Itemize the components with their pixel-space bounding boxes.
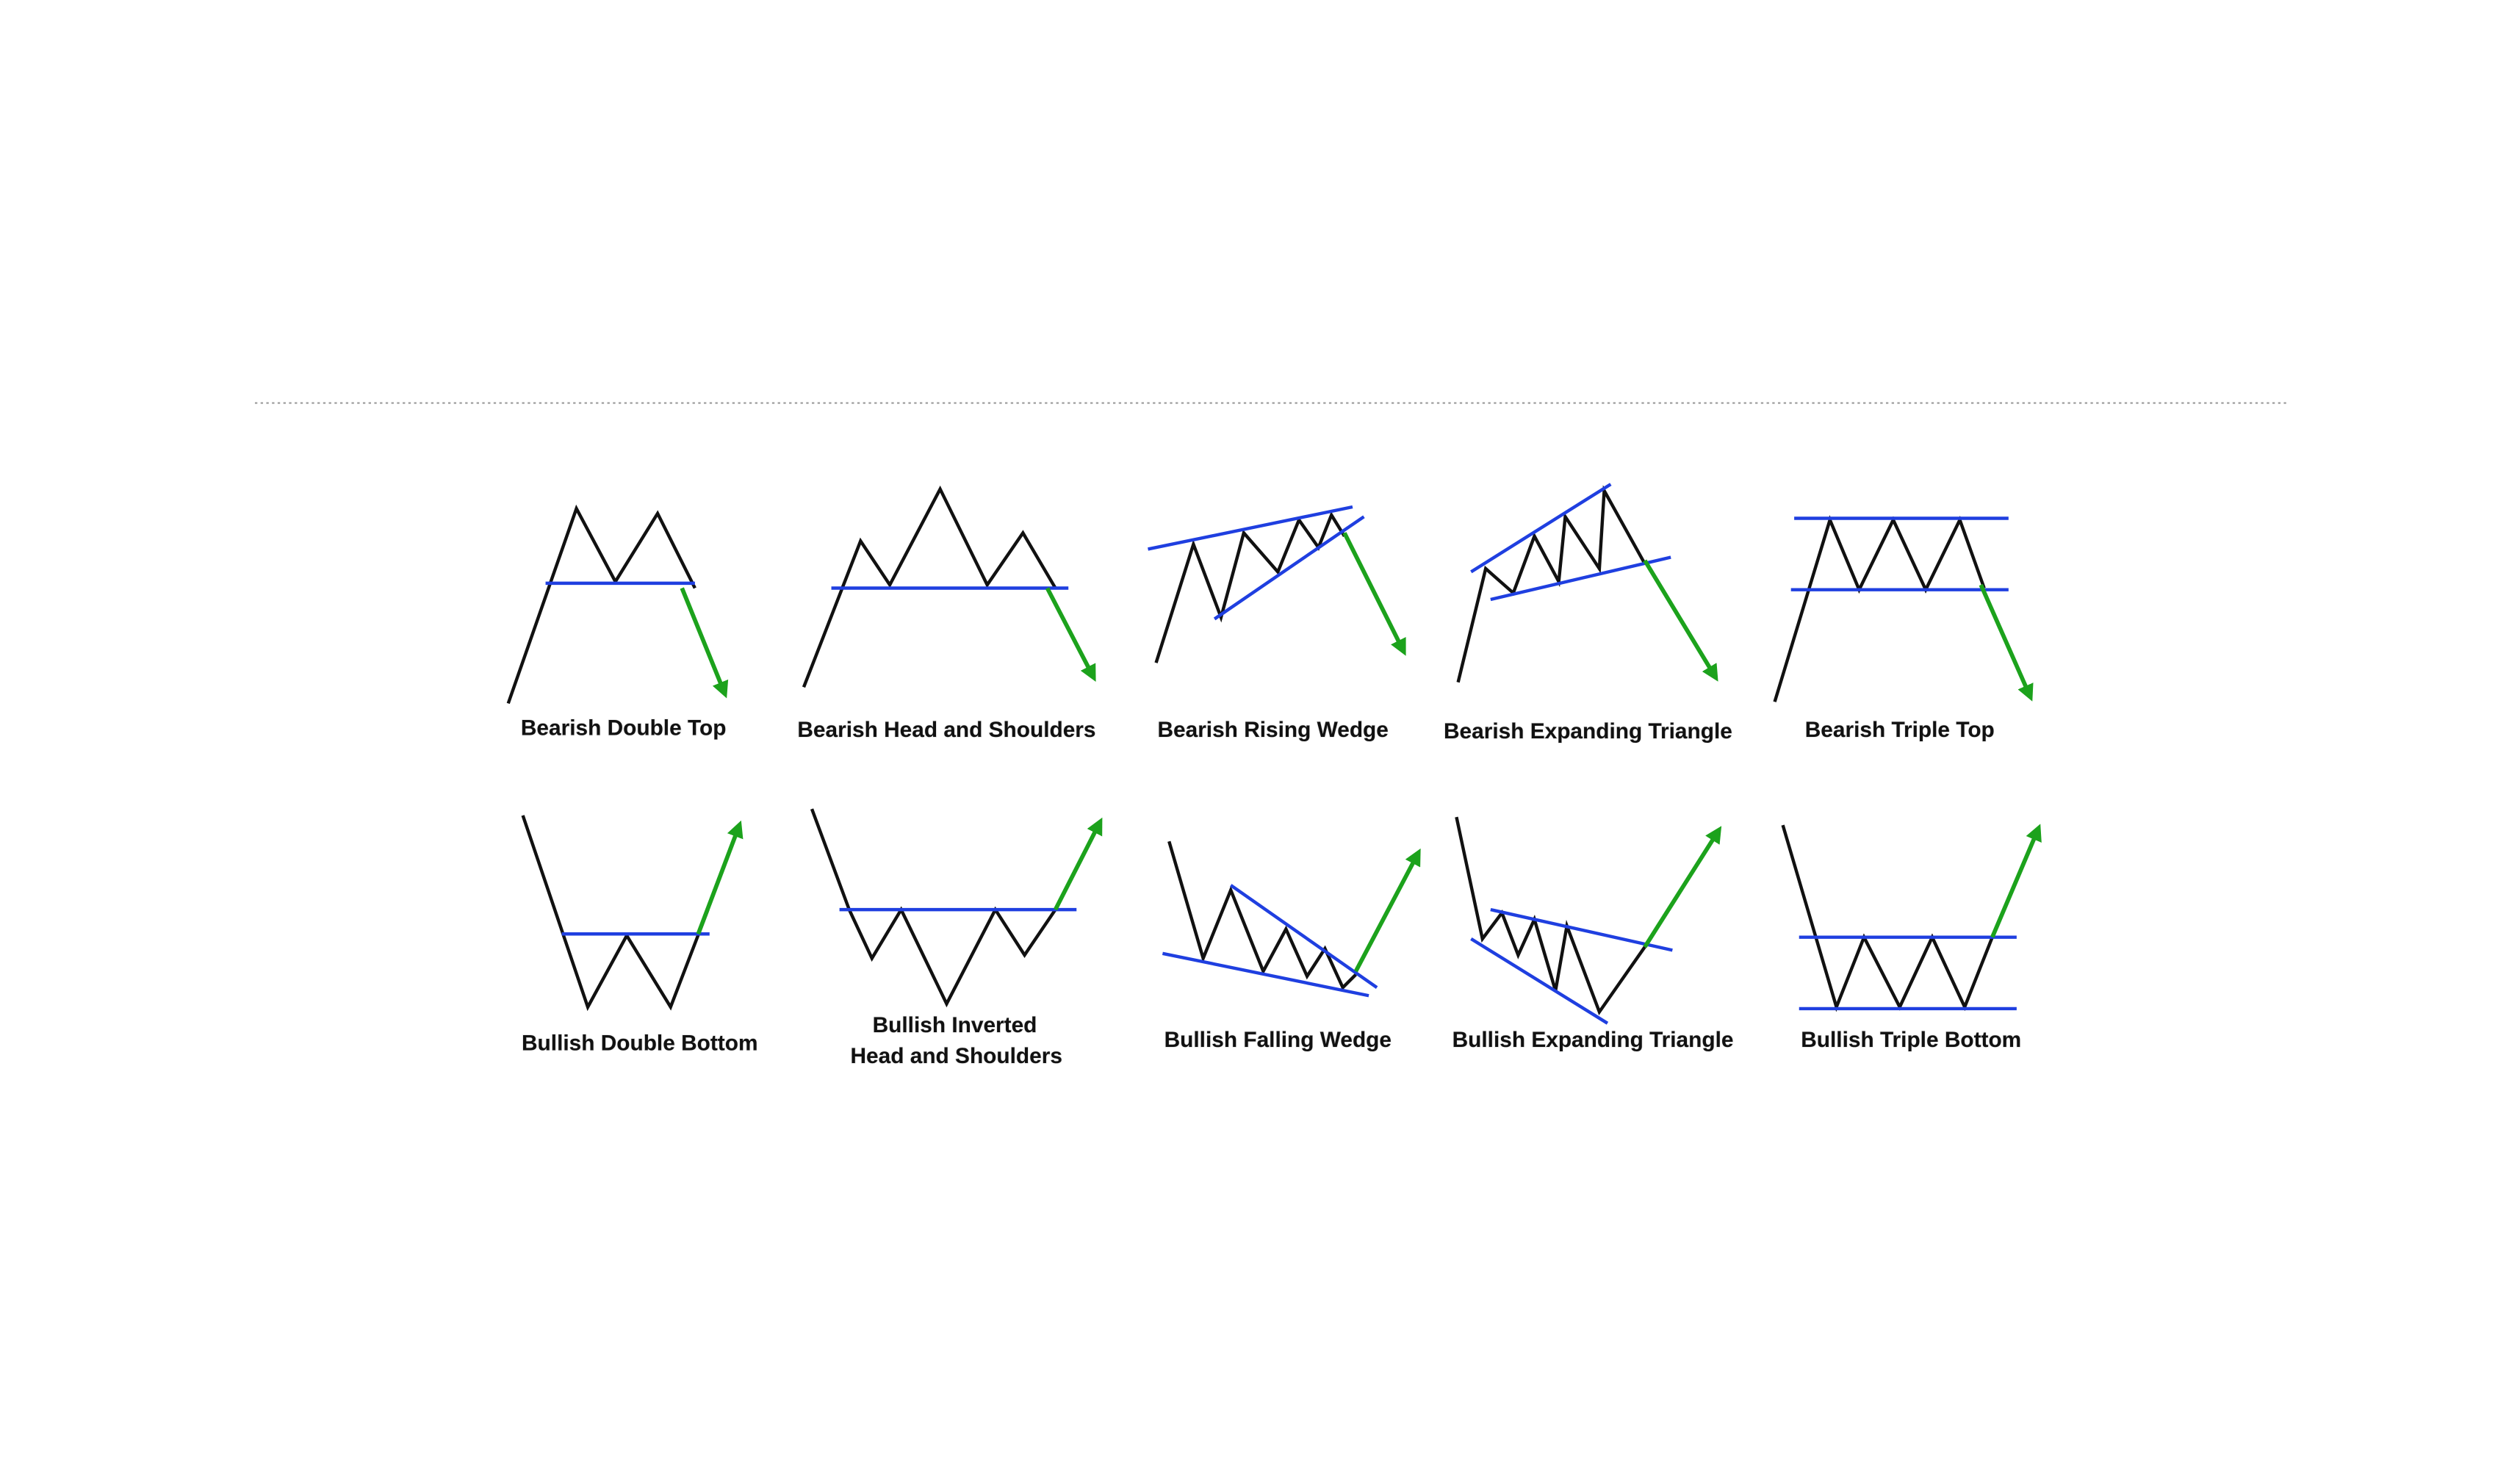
pattern: Bullish Inverted Head and Shoulders [810,808,1103,1069]
pattern-label: Bullish Inverted [873,1013,1037,1037]
pattern-label: Bearish Head and Shoulders [797,718,1095,742]
pattern: Bearish Triple Top [1773,515,2034,743]
pattern: Bullish Expanding Triangle [1452,816,1734,1053]
pattern-label: Bullish Double Bottom [522,1031,757,1055]
pattern-label: Bullish Triple Bottom [1801,1028,2021,1052]
pattern-label: Bearish Triple Top [1805,718,1995,742]
pattern: Bearish Head and Shoulders [797,485,1096,743]
pattern-label: Bearish Expanding Triangle [1444,719,1732,743]
pattern: Bullish Double Bottom [521,815,758,1056]
pattern: Bearish Rising Wedge [1148,505,1406,743]
pattern: Bullish Triple Bottom [1781,824,2042,1053]
pattern-label: Bullish Falling Wedge [1164,1028,1392,1052]
pattern-label: Head and Shoulders [851,1044,1062,1068]
pattern: Bearish Double Top [506,504,729,741]
pattern-label: Bearish Rising Wedge [1157,718,1388,742]
pattern-label: Bullish Expanding Triangle [1452,1028,1734,1052]
pattern: Bullish Falling Wedge [1162,840,1421,1053]
pattern: Bearish Expanding Triangle [1443,483,1733,744]
pattern-label: Bearish Double Top [521,716,727,741]
